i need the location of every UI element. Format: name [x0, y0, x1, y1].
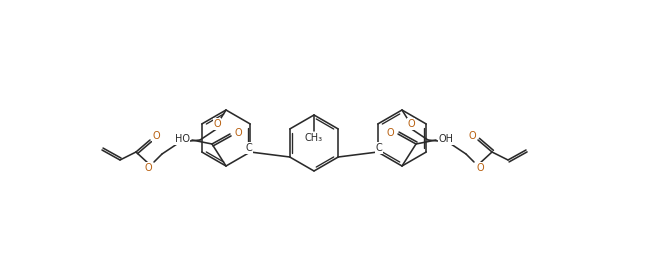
- Text: C: C: [375, 143, 382, 153]
- Text: O: O: [407, 119, 415, 129]
- Text: O: O: [144, 163, 152, 173]
- Text: O: O: [386, 128, 394, 138]
- Text: O: O: [476, 163, 484, 173]
- Text: O: O: [468, 131, 476, 141]
- Text: O: O: [234, 128, 242, 138]
- Text: CH₃: CH₃: [305, 133, 323, 143]
- Text: OH: OH: [438, 134, 453, 144]
- Text: O: O: [213, 119, 221, 129]
- Text: O: O: [152, 131, 160, 141]
- Text: C: C: [246, 143, 253, 153]
- Text: HO: HO: [174, 134, 189, 144]
